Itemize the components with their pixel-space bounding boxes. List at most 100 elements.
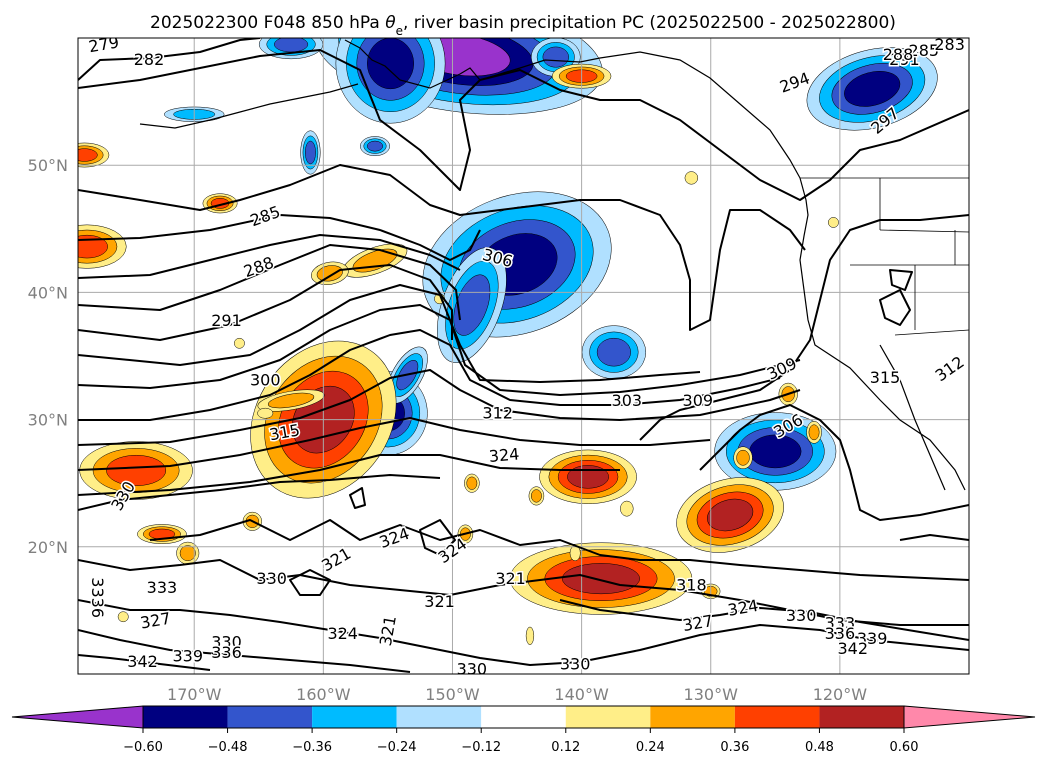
contour-label: 321 [424, 592, 455, 611]
colorbar-tick-label: −0.24 [377, 740, 417, 755]
theta-e-contours [78, 38, 969, 673]
contour-line [78, 454, 620, 496]
chart-title-pre: 2025022300 F048 850 hPa [150, 13, 385, 33]
colorbar-segment [819, 706, 904, 728]
contour-label: 330 [256, 569, 287, 588]
y-tick-label: 50°N [28, 156, 68, 175]
contour-label: 285 [248, 202, 283, 230]
precip-anomaly-blob [137, 524, 187, 544]
contour-label: 330 [457, 659, 488, 678]
contour-label: 327 [681, 611, 714, 635]
contour-line [78, 234, 461, 279]
precip-anomaly-shell [367, 140, 383, 152]
colorbar-tick-label: 0.48 [805, 740, 834, 755]
precip-anomaly-shell [117, 611, 129, 623]
chart-title-post: , river basin precipitation PC (20250225… [403, 13, 896, 33]
precip-anomaly-shell [525, 626, 535, 645]
precip-anomaly-shell [267, 392, 315, 409]
colorbar-tick-label: 0.36 [720, 740, 749, 755]
contour-label: 294 [777, 68, 812, 96]
contour-label: 327 [139, 609, 172, 633]
contour-label: 324 [377, 524, 412, 552]
contour-label: 285 [909, 41, 940, 60]
precip-anomaly-blob [78, 142, 110, 168]
precip-anomaly-shell [827, 217, 839, 228]
y-tick-label: 30°N [28, 411, 68, 430]
precip-anomaly-blob [464, 473, 480, 493]
contour-line [78, 164, 806, 331]
precip-anomaly-blob [539, 449, 637, 504]
contour-label: 288 [241, 253, 276, 281]
contour-line [78, 329, 781, 421]
precip-anomaly-blob [176, 541, 200, 565]
us-mexico-border [894, 329, 969, 336]
contour-label: 315 [870, 368, 901, 387]
contour-label: 282 [134, 50, 165, 69]
precip-anomaly-blob [676, 477, 784, 553]
colorbar-segment [565, 706, 651, 728]
precip-anomaly-blob [202, 193, 238, 214]
contour-label: 279 [87, 32, 120, 56]
precip-anomaly-blob [581, 325, 647, 380]
precipitation-anomaly-layer [78, 38, 938, 645]
contour-line [879, 289, 911, 326]
contour-line [78, 214, 481, 261]
contour-label: 330 [786, 606, 817, 625]
x-tick-label: 150°W [425, 685, 480, 704]
contour-label: 291 [211, 311, 242, 330]
colorbar-frame [142, 705, 905, 729]
contour-line [78, 264, 453, 341]
contour-label: 303 [612, 391, 643, 410]
state-border-1 [879, 229, 969, 233]
baja-coast [879, 344, 946, 491]
contour-line [699, 404, 969, 521]
contour-line [559, 599, 969, 641]
contour-line [78, 284, 701, 383]
x-tick-label: 140°W [554, 685, 609, 704]
contour-label: 288 [883, 45, 914, 64]
colorbar-tick-label: 0.24 [636, 740, 665, 755]
colorbar-segment [396, 706, 482, 728]
gridlines [78, 38, 969, 674]
colorbar-tick-label: −0.12 [461, 740, 501, 755]
colorbar-segment [650, 706, 735, 728]
plot-frame [77, 37, 970, 675]
contour-label: 318 [676, 575, 707, 594]
political-borders [800, 177, 969, 336]
precip-anomaly-shell [274, 38, 309, 53]
colorbar-extend-high [903, 705, 1036, 729]
contour-label: 342 [127, 652, 158, 671]
contour-label: 336 [825, 624, 856, 643]
contour-label: 309 [764, 354, 800, 384]
contour-label: 300 [250, 371, 281, 390]
precip-anomaly-shell [367, 38, 414, 90]
contour-line [78, 599, 969, 666]
chart-title-theta: θ [385, 13, 396, 33]
contour-line [899, 534, 969, 541]
colorbar-segment [143, 706, 228, 728]
contour-line [149, 519, 969, 581]
colorbar-tick-label: −0.60 [123, 740, 163, 755]
precip-anomaly-blob [684, 171, 699, 185]
precip-anomaly-blob [360, 136, 390, 157]
chart-title: 2025022300 F048 850 hPa θe, river basin … [150, 13, 896, 38]
precip-anomaly-blob [733, 446, 753, 470]
precip-anomaly-blob [342, 243, 408, 278]
contour-line [78, 38, 261, 81]
contour-line [78, 244, 461, 321]
x-tick-label: 170°W [167, 685, 222, 704]
precip-anomaly-shell [808, 424, 820, 441]
contour-line [78, 474, 441, 511]
contour-label: 324 [726, 596, 759, 620]
precip-anomaly-shell [561, 563, 640, 595]
precip-anomaly-shell [257, 407, 274, 419]
precip-anomaly-blob [806, 421, 822, 444]
precip-anomaly-blob [257, 407, 274, 419]
x-tick-label: 130°W [684, 685, 739, 704]
contour-line [289, 569, 331, 596]
contour-label: 324 [488, 444, 520, 466]
x-tick-label: 160°W [296, 685, 351, 704]
contour-line [78, 629, 411, 673]
precip-anomaly-shell [596, 337, 631, 367]
contour-label: 3336 [88, 577, 107, 618]
